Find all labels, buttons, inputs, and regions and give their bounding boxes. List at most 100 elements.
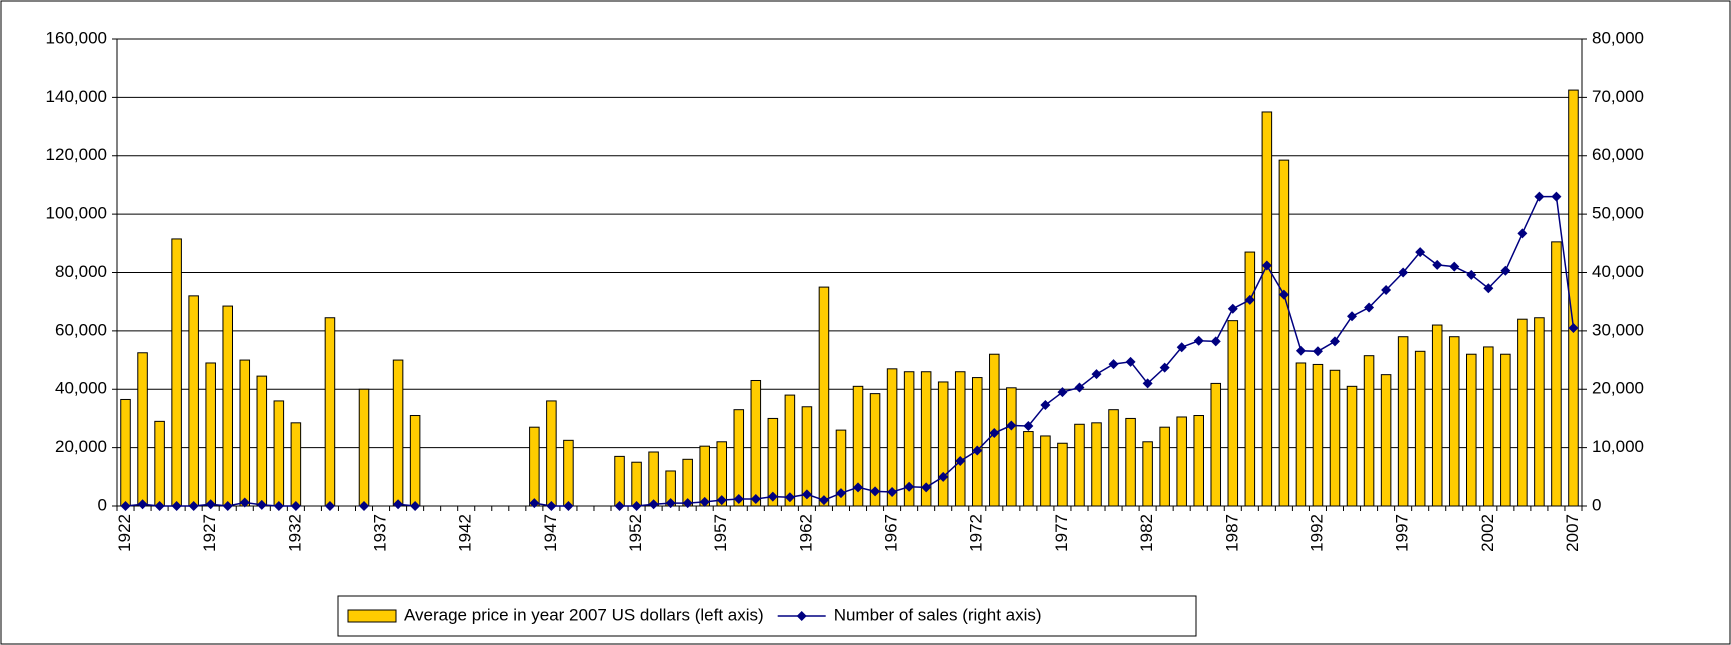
line-marker (1398, 267, 1409, 278)
line-marker (1483, 283, 1494, 294)
bar (1448, 336, 1460, 507)
line-marker (1312, 346, 1323, 357)
line-marker (256, 499, 267, 510)
bar (529, 426, 540, 507)
y-tick-label: 140,000 (46, 87, 107, 106)
x-tick-label: 2007 (1563, 514, 1582, 552)
bar (358, 388, 370, 507)
bar (1500, 353, 1511, 507)
line-marker (887, 486, 898, 497)
line-marker (1329, 336, 1340, 347)
x-tick-label: 1992 (1307, 514, 1326, 552)
line-marker (648, 499, 659, 510)
line-marker (1142, 378, 1153, 389)
line-marker (563, 501, 574, 511)
line-marker (1449, 261, 1460, 272)
line-marker (273, 501, 284, 511)
x-tick-label: 1942 (456, 514, 475, 552)
line-marker (1415, 247, 1426, 258)
line-marker (904, 481, 915, 492)
line-marker (1551, 191, 1562, 202)
legend-swatch (347, 609, 397, 623)
bar (1346, 385, 1358, 507)
bar (120, 398, 131, 507)
bar (801, 406, 813, 507)
bar (1227, 320, 1239, 507)
line-marker (1091, 369, 1102, 380)
bar (920, 371, 932, 507)
bar (1057, 442, 1068, 507)
bar (784, 394, 796, 507)
line-marker (818, 495, 829, 506)
line-marker (1227, 303, 1238, 314)
line-marker (1210, 336, 1221, 347)
y2-tick-label: 10,000 (1592, 437, 1644, 456)
line-marker (410, 501, 421, 511)
line-marker (1159, 362, 1170, 373)
line-marker (1057, 387, 1068, 398)
line-marker (1432, 259, 1443, 270)
y2-tick-label: 60,000 (1592, 145, 1644, 164)
bar (222, 305, 233, 507)
bar (563, 439, 574, 507)
line-marker (955, 456, 966, 467)
bar (648, 451, 659, 507)
line-marker (853, 482, 864, 493)
line-marker (1023, 421, 1034, 432)
bar (1397, 336, 1409, 507)
bar (256, 375, 268, 507)
bar (1295, 362, 1307, 507)
line-marker (205, 499, 216, 510)
legend-box (337, 595, 1197, 637)
y-tick-label: 80,000 (55, 262, 107, 281)
line-marker (222, 501, 233, 511)
bar (1176, 416, 1187, 507)
bar (392, 359, 404, 507)
bar (716, 441, 728, 507)
line-marker (682, 498, 693, 509)
line-marker (120, 501, 131, 511)
y2-tick-label: 30,000 (1592, 320, 1644, 339)
line-marker (359, 501, 370, 511)
bar (852, 385, 864, 507)
bar (1466, 353, 1477, 507)
bar (1483, 346, 1494, 507)
bar (750, 379, 762, 507)
line-marker (1244, 294, 1255, 305)
line-marker (750, 493, 761, 504)
line-marker (631, 501, 642, 511)
line-marker (1466, 269, 1477, 280)
line-marker (1261, 260, 1272, 271)
line-marker (1006, 420, 1017, 431)
line-marker (665, 498, 676, 509)
line-marker (546, 501, 557, 511)
line-marker (767, 491, 778, 502)
y-tick-label: 60,000 (55, 320, 107, 339)
x-tick-label: 1932 (285, 514, 304, 552)
line-marker (614, 501, 625, 511)
bar (1074, 423, 1085, 507)
y2-tick-label: 20,000 (1592, 379, 1644, 398)
line-marker (1517, 228, 1528, 239)
x-tick-label: 1947 (541, 514, 560, 552)
line-marker (137, 499, 148, 510)
line-marker (1278, 289, 1289, 300)
x-tick-label: 1997 (1393, 514, 1412, 552)
line-marker (188, 501, 199, 511)
bar (937, 381, 949, 507)
x-tick-label: 1937 (371, 514, 390, 552)
bar (137, 352, 148, 507)
bar (886, 368, 898, 507)
y-tick-label: 0 (98, 495, 107, 514)
y-tick-label: 120,000 (46, 145, 107, 164)
x-tick-label: 1952 (626, 514, 645, 552)
x-tick-label: 2002 (1478, 514, 1497, 552)
line-marker (972, 445, 983, 456)
bar (631, 461, 642, 507)
bar (409, 415, 421, 507)
bar (154, 420, 165, 507)
bar (818, 286, 830, 507)
line-marker (290, 501, 301, 511)
y2-tick-label: 80,000 (1592, 28, 1644, 47)
